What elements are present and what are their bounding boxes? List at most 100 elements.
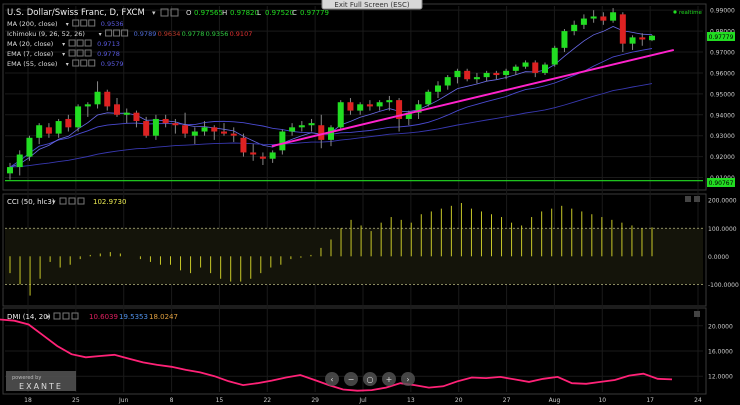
cci-axis-label-2: 0.0000 bbox=[708, 254, 729, 261]
exit-fullscreen-button[interactable] bbox=[321, 0, 423, 10]
legend-tool-icon bbox=[121, 29, 129, 37]
cci-dropdown-icon[interactable]: ▾ bbox=[52, 198, 56, 206]
candle-body bbox=[298, 125, 305, 128]
candle-body bbox=[133, 112, 140, 122]
candle-body bbox=[386, 100, 393, 103]
candle-body bbox=[75, 106, 82, 128]
legend-name-0: MA (200, close) bbox=[7, 20, 57, 28]
legend-tool-icon bbox=[76, 39, 84, 47]
support-trendline bbox=[271, 48, 675, 148]
candle-body bbox=[250, 152, 257, 155]
scroll-left-icon: ‹ bbox=[330, 375, 333, 384]
time-axis-label-12: 10 bbox=[598, 397, 606, 404]
candle-body bbox=[415, 104, 422, 113]
candle-body bbox=[337, 102, 344, 128]
ohlc-readout: O 0.97565 H 0.97820 L 0.97520 C 0.97779 bbox=[186, 9, 329, 17]
candle-body bbox=[45, 127, 52, 134]
cci-label[interactable]: CCI (50, hlc3) bbox=[7, 198, 55, 206]
ohlc-o-key: O bbox=[186, 9, 192, 17]
candle-body bbox=[94, 91, 101, 105]
cci-panel-controls[interactable] bbox=[685, 196, 700, 202]
time-axis-label-6: 29 bbox=[311, 397, 319, 404]
candle-body bbox=[318, 125, 325, 140]
zoom-in-button[interactable] bbox=[382, 372, 396, 386]
candle-body bbox=[435, 85, 441, 92]
candle-body bbox=[259, 156, 266, 159]
legend-tool-icon bbox=[68, 49, 76, 57]
candles-layer bbox=[7, 8, 655, 180]
legend-tool-icon bbox=[80, 19, 88, 27]
price-panel-frame bbox=[2, 3, 707, 191]
candle-body bbox=[328, 127, 334, 140]
ohlc-h-value: 0.97820 bbox=[230, 9, 259, 17]
candle-body bbox=[279, 131, 286, 151]
legend-value-1-0: 0.9789 bbox=[134, 30, 157, 38]
candle-body bbox=[172, 123, 179, 126]
dmi-line bbox=[0, 318, 673, 392]
candle-body bbox=[230, 133, 237, 136]
price-axis-label-7: 0.92000 bbox=[710, 154, 735, 161]
dmi-dropdown-icon[interactable]: ▾ bbox=[46, 313, 50, 321]
grid-layer bbox=[5, 6, 703, 392]
candle-body bbox=[201, 127, 208, 132]
candle-body bbox=[542, 64, 548, 73]
candle-body bbox=[162, 118, 169, 124]
legend-name-3: EMA (7, close) bbox=[7, 50, 53, 58]
dmi-label[interactable]: DMI (14, 20) bbox=[7, 313, 51, 321]
candle-body bbox=[483, 72, 490, 78]
legend-value-0-0: 0.9536 bbox=[101, 20, 124, 28]
trendlines-layer bbox=[5, 48, 703, 182]
candle-body bbox=[308, 123, 315, 126]
legend-value-1-4: 0.9107 bbox=[230, 30, 253, 38]
legend-dropdown-icon-3: ▾ bbox=[62, 51, 65, 58]
candle-body bbox=[503, 70, 510, 76]
symbol-title[interactable]: U.S. Dollar/Swiss Franc, D, FXCM bbox=[7, 8, 145, 18]
price-axis-label-5: 0.94000 bbox=[710, 112, 735, 119]
legend-dropdown-icon-0: ▾ bbox=[66, 21, 69, 28]
candle-body bbox=[182, 125, 189, 134]
dmi-value-1: 10.6039 bbox=[89, 313, 118, 321]
dmi-panel-controls[interactable] bbox=[694, 311, 700, 317]
ohlc-h-key: H bbox=[222, 9, 227, 17]
realtime-indicator: realtime bbox=[673, 10, 702, 16]
time-axis-label-11: Aug bbox=[549, 397, 561, 404]
time-axis-label-0: 18 bbox=[24, 397, 32, 404]
dmi-value-3: 18.0247 bbox=[149, 313, 178, 321]
candle-body bbox=[16, 154, 23, 168]
scroll-right-icon: › bbox=[406, 375, 409, 384]
ohlc-c-key: C bbox=[292, 9, 297, 17]
legend-tool-icon bbox=[76, 49, 84, 57]
cci-tool-icons[interactable] bbox=[59, 197, 85, 205]
candle-body bbox=[493, 72, 500, 76]
legend-value-1-2: 0.9778 bbox=[182, 30, 205, 38]
chart-nav-controls[interactable]: ‹ − ○ + › bbox=[325, 372, 415, 386]
symbol-dropdown-icon[interactable]: ▾ bbox=[152, 9, 156, 17]
support-price-tag-label: 0.90767 bbox=[709, 180, 734, 187]
zoom-out-icon: − bbox=[348, 375, 355, 384]
scroll-left-button[interactable] bbox=[325, 372, 339, 386]
legend-name-4: EMA (55, close) bbox=[7, 60, 57, 68]
zoom-out-button[interactable] bbox=[344, 372, 358, 386]
legend-dropdown-icon-2: ▾ bbox=[62, 41, 65, 48]
candle-body bbox=[610, 12, 617, 21]
price-axis-label-2: 0.97000 bbox=[710, 50, 735, 57]
candle-body bbox=[473, 77, 480, 80]
cci-value: 102.9730 bbox=[93, 198, 126, 206]
candle-body bbox=[629, 37, 636, 44]
candle-body bbox=[405, 112, 412, 119]
cci-band-fill bbox=[5, 228, 703, 285]
support-price-tag bbox=[707, 178, 735, 187]
reset-icon: ○ bbox=[367, 375, 374, 384]
candle-body bbox=[396, 100, 403, 119]
candle-body bbox=[590, 16, 597, 19]
candle-body bbox=[580, 18, 587, 25]
scroll-right-button[interactable] bbox=[401, 372, 415, 386]
dmi-tool-icons[interactable] bbox=[53, 312, 79, 320]
symbol-tool-icons[interactable] bbox=[160, 8, 179, 17]
legend-tool-icon bbox=[113, 29, 121, 37]
time-axis-label-3: 8 bbox=[170, 397, 174, 404]
candle-body bbox=[143, 121, 150, 136]
candle-body bbox=[425, 91, 432, 105]
reset-button[interactable] bbox=[363, 372, 377, 386]
candle-body bbox=[444, 77, 451, 86]
